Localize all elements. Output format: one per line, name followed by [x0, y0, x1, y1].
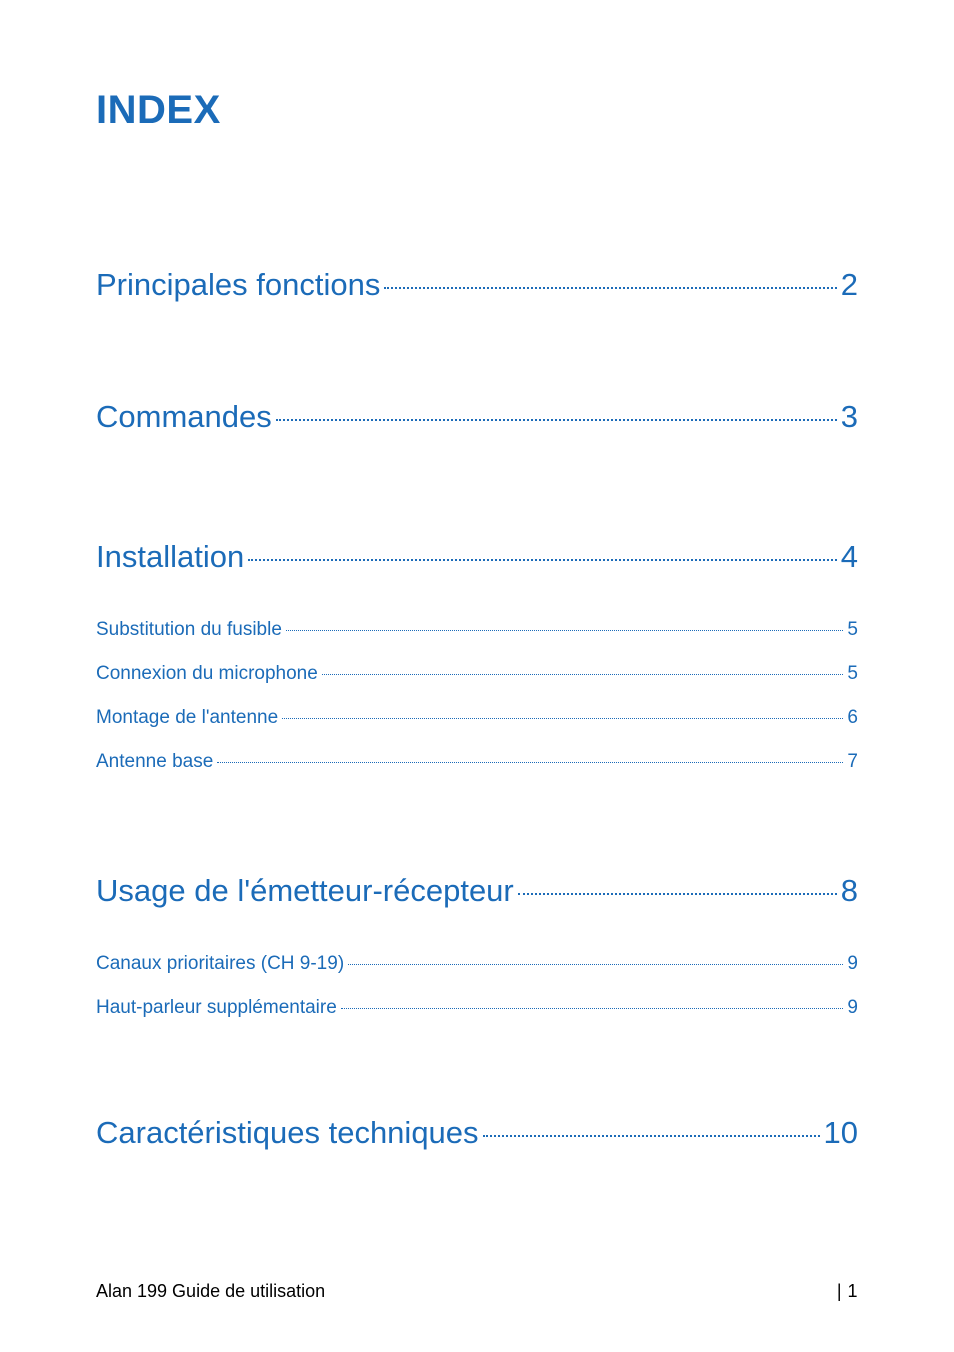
toc-sub-page: 9: [847, 997, 858, 1019]
toc-sub-entry[interactable]: Canaux prioritaires (CH 9-19) 9: [96, 953, 858, 975]
toc-leader-dots: [286, 630, 844, 631]
toc-sub-page: 5: [847, 619, 858, 641]
toc-main-label: Installation: [96, 539, 244, 575]
toc-leader-dots: [348, 964, 843, 965]
toc-sub-label: Haut-parleur supplémentaire: [96, 997, 337, 1019]
toc-main-page: 8: [841, 873, 858, 909]
footer: Alan 199 Guide de utilisation | 1: [96, 1281, 858, 1302]
toc-main-entry[interactable]: Commandes 3: [96, 399, 858, 435]
toc-sub-page: 6: [847, 707, 858, 729]
toc-leader-dots: [322, 674, 844, 675]
toc-sub-entry[interactable]: Substitution du fusible 5: [96, 619, 858, 641]
toc-leader-dots: [217, 762, 843, 763]
toc-sub-entry[interactable]: Antenne base 7: [96, 751, 858, 773]
toc-main-entry[interactable]: Usage de l'émetteur-récepteur 8: [96, 873, 858, 909]
toc-main-entry[interactable]: Principales fonctions 2: [96, 267, 858, 303]
toc-main-entry[interactable]: Installation 4: [96, 539, 858, 575]
toc-main-entry[interactable]: Caractéristiques techniques 10: [96, 1115, 858, 1151]
toc-container: Principales fonctions 2 Commandes 3 Installa…: [96, 267, 858, 1151]
toc-sub-label: Antenne base: [96, 751, 213, 773]
toc-main-label: Usage de l'émetteur-récepteur: [96, 873, 514, 909]
toc-main-page: 4: [841, 539, 858, 575]
toc-sub-label: Substitution du fusible: [96, 619, 282, 641]
toc-leader-dots: [483, 1135, 820, 1137]
toc-main-page: 10: [824, 1115, 858, 1151]
toc-sub-label: Connexion du microphone: [96, 663, 318, 685]
toc-sub-page: 9: [847, 953, 858, 975]
toc-leader-dots: [282, 718, 843, 719]
toc-main-page: 2: [841, 267, 858, 303]
toc-main-label: Caractéristiques techniques: [96, 1115, 479, 1151]
toc-sub-entry[interactable]: Connexion du microphone 5: [96, 663, 858, 685]
toc-sub-entry[interactable]: Haut-parleur supplémentaire 9: [96, 997, 858, 1019]
toc-sub-label: Canaux prioritaires (CH 9-19): [96, 953, 344, 975]
toc-main-page: 3: [841, 399, 858, 435]
toc-main-label: Principales fonctions: [96, 267, 380, 303]
toc-sub-group: Canaux prioritaires (CH 9-19)9Haut-parle…: [96, 953, 858, 1019]
toc-main-label: Commandes: [96, 399, 272, 435]
toc-leader-dots: [384, 287, 836, 289]
toc-leader-dots: [276, 419, 837, 421]
toc-sub-entry[interactable]: Montage de l'antenne 6: [96, 707, 858, 729]
toc-sub-page: 5: [847, 663, 858, 685]
toc-sub-page: 7: [847, 751, 858, 773]
toc-leader-dots: [341, 1008, 844, 1009]
toc-leader-dots: [248, 559, 837, 561]
footer-page-number: | 1: [837, 1281, 858, 1302]
index-title: INDEX: [96, 88, 858, 133]
toc-leader-dots: [518, 893, 837, 895]
toc-sub-label: Montage de l'antenne: [96, 707, 278, 729]
footer-guide-title: Alan 199 Guide de utilisation: [96, 1281, 325, 1302]
toc-sub-group: Substitution du fusible 5Connexion du mi…: [96, 619, 858, 773]
